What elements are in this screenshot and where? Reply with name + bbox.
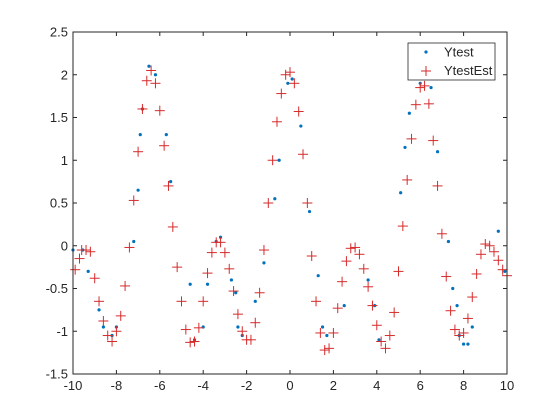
x-tick-label: -4 (197, 378, 209, 393)
ytest-point (206, 283, 209, 286)
ytest-point (466, 342, 469, 345)
ytest-point (87, 270, 90, 273)
ytest-point (497, 230, 500, 233)
legend[interactable]: Ytest YtestEst (408, 43, 495, 80)
x-tick-label: 2 (330, 378, 337, 393)
legend-symbol-dot (424, 50, 427, 53)
ytest-point (147, 65, 150, 68)
ytest-point (408, 112, 411, 115)
y-tick-label: 2.5 (50, 25, 68, 40)
ytest-point (234, 291, 237, 294)
ytest-point (262, 261, 265, 264)
ytest-point (436, 150, 439, 153)
ytest-point (139, 133, 142, 136)
ytest-point (236, 325, 239, 328)
ytest-point (291, 77, 294, 80)
y-tick-label: -1.5 (46, 367, 68, 382)
ytest-point (399, 191, 402, 194)
ytest-point (367, 278, 370, 281)
ytest-point (278, 159, 281, 162)
ytest-point (154, 73, 157, 76)
ytest-point (343, 304, 346, 307)
ytest-point (455, 304, 458, 307)
ytest-point (503, 270, 506, 273)
ytest-point (462, 342, 465, 345)
legend-label-ytest: Ytest (444, 45, 474, 60)
y-tick-label: -1 (56, 324, 68, 339)
ytest-point (308, 210, 311, 213)
x-tick-label: -8 (111, 378, 123, 393)
ytest-point (137, 189, 140, 192)
ytest-point (447, 240, 450, 243)
ytest-point (299, 124, 302, 127)
ytest-point (273, 197, 276, 200)
ytest-point (169, 180, 172, 183)
y-tick-label: 1.5 (50, 110, 68, 125)
ytest-point (97, 308, 100, 311)
legend-label-ytestest: YtestEst (444, 63, 493, 78)
ytest-point (230, 278, 233, 281)
ytest-point (286, 82, 289, 85)
ytest-point (403, 146, 406, 149)
y-tick-label: 2 (61, 67, 68, 82)
ytest-point (317, 274, 320, 277)
x-tick-label: 0 (286, 378, 293, 393)
y-tick-label: -0.5 (46, 281, 68, 296)
ytest-point (189, 283, 192, 286)
ytest-point (321, 325, 324, 328)
y-tick-label: 1 (61, 153, 68, 168)
y-tick-label: 0 (61, 238, 68, 253)
legend-marker-ytest (424, 50, 427, 53)
x-tick-label: -2 (241, 378, 253, 393)
ytest-point (451, 287, 454, 290)
ytest-point (132, 240, 135, 243)
x-tick-label: 10 (500, 378, 514, 393)
x-tick-label: 4 (373, 378, 380, 393)
ytest-point (429, 86, 432, 89)
ytest-point (377, 338, 380, 341)
ytest-point (254, 300, 257, 303)
ytest-point (325, 334, 328, 337)
ytest-point (471, 325, 474, 328)
x-tick-label: 6 (417, 378, 424, 393)
y-tick-label: 0.5 (50, 196, 68, 211)
x-tick-label: -6 (154, 378, 166, 393)
x-tick-label: 8 (460, 378, 467, 393)
ytest-point (165, 133, 168, 136)
